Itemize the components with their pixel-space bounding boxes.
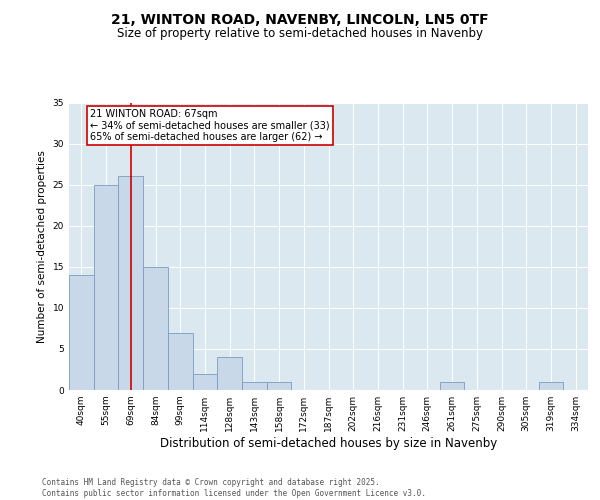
Bar [69,275,94,390]
X-axis label: Distribution of semi-detached houses by size in Navenby: Distribution of semi-detached houses by … [160,437,497,450]
Text: 21 WINTON ROAD: 67sqm
← 34% of semi-detached houses are smaller (33)
65% of semi: 21 WINTON ROAD: 67sqm ← 34% of semi-deta… [90,109,329,142]
Bar [440,382,464,390]
Bar [217,357,242,390]
Bar [193,374,217,390]
Bar [242,382,267,390]
Bar [94,184,118,390]
Bar [267,382,292,390]
Y-axis label: Number of semi-detached properties: Number of semi-detached properties [37,150,47,342]
Text: Contains HM Land Registry data © Crown copyright and database right 2025.
Contai: Contains HM Land Registry data © Crown c… [42,478,426,498]
Bar [143,267,168,390]
Bar [118,176,143,390]
Bar [168,332,193,390]
Text: Size of property relative to semi-detached houses in Navenby: Size of property relative to semi-detach… [117,28,483,40]
Bar [539,382,563,390]
Text: 21, WINTON ROAD, NAVENBY, LINCOLN, LN5 0TF: 21, WINTON ROAD, NAVENBY, LINCOLN, LN5 0… [111,12,489,26]
